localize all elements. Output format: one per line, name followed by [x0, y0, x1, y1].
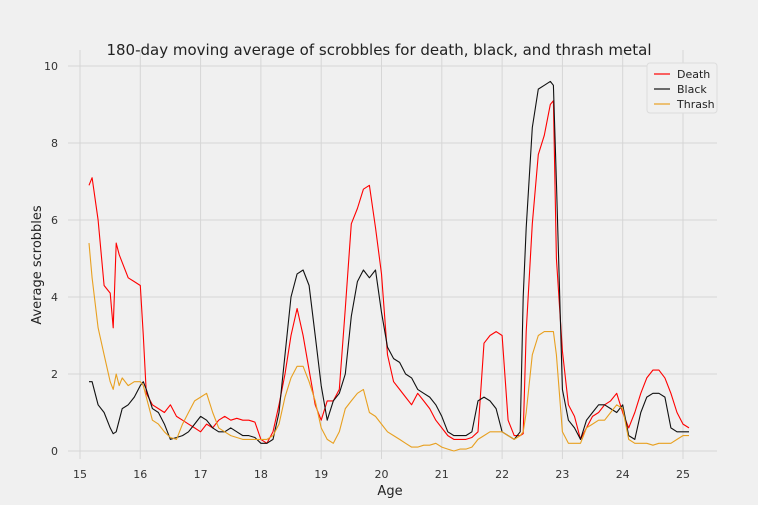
x-tick-label: 20: [375, 468, 389, 481]
series-layer: [88, 80, 690, 452]
x-tick-label: 16: [133, 468, 147, 481]
x-tick-label: 24: [616, 468, 630, 481]
legend-frame: [646, 62, 718, 114]
y-tick-label: 6: [51, 214, 58, 227]
series-line-black: [89, 80, 689, 444]
x-tick-label: 17: [194, 468, 208, 481]
legend-label-death: Death: [677, 68, 710, 81]
legend: Death Black Thrash: [646, 62, 718, 114]
grid: [68, 50, 717, 459]
x-axis-ticks: 15 16 17 18 19 20 21 22 23 24 25: [73, 468, 690, 481]
x-tick-label: 25: [676, 468, 690, 481]
legend-label-thrash: Thrash: [676, 98, 715, 111]
x-tick-label: 21: [435, 468, 449, 481]
x-axis-label: Age: [377, 484, 402, 499]
series-line-death: [88, 100, 690, 444]
y-tick-label: 8: [51, 137, 58, 150]
chart-title: 180-day moving average of scrobbles for …: [106, 41, 651, 59]
y-tick-label: 4: [51, 291, 58, 304]
x-tick-label: 23: [555, 468, 569, 481]
y-axis-ticks: 0 2 4 6 8 10: [44, 60, 58, 458]
x-tick-label: 18: [254, 468, 268, 481]
x-tick-label: 22: [495, 468, 509, 481]
legend-label-black: Black: [677, 83, 707, 96]
y-tick-label: 10: [44, 60, 58, 73]
y-tick-label: 2: [51, 368, 58, 381]
x-tick-label: 15: [73, 468, 87, 481]
y-axis-label: Average scrobbles: [30, 205, 45, 325]
x-tick-label: 19: [314, 468, 328, 481]
series-line-thrash: [88, 243, 689, 452]
y-tick-label: 0: [51, 445, 58, 458]
